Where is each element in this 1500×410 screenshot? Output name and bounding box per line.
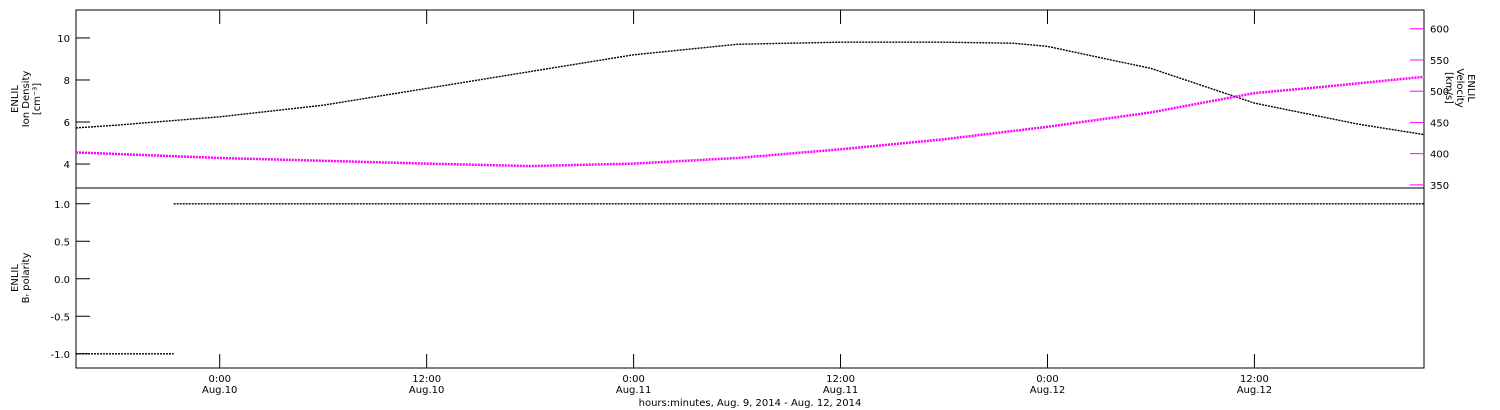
x-tick-label: Aug.11 [616,385,651,396]
x-tick-label: Aug.10 [202,385,237,396]
y-axis-label-line: ENLIL [10,264,21,292]
y2-tick-label: 500 [1430,87,1449,98]
series-line [76,203,1424,355]
y-axis-label-line: ENLIL [10,85,21,113]
y-axis-label-line: Ion Density [21,71,32,128]
x-tick-label: Aug.11 [823,385,858,396]
x-axis-label: hours:minutes, Aug. 9, 2014 - Aug. 12, 2… [639,398,862,409]
y-tick-label: 10 [57,34,70,45]
x-tick-label: Aug.12 [1237,385,1272,396]
x-tick-label: 12:00 [826,374,855,385]
series-line [75,75,1425,168]
x-tick-label: 12:00 [412,374,441,385]
y2-tick-label: 350 [1430,181,1449,192]
y-tick-label: 8 [64,76,70,87]
y-axis-label: ENLILBᵣ polarity [10,253,32,304]
x-tick-label: 12:00 [1240,374,1269,385]
y-axis-label-line: Bᵣ polarity [21,253,32,304]
x-tick-label: Aug.12 [1030,385,1065,396]
series-line [75,41,1425,136]
y-tick-label: 6 [64,118,70,129]
y2-axis-label-line: [km/s] [1443,72,1454,104]
y2-tick-label: 550 [1430,56,1449,67]
y-tick-label: 0.0 [54,275,70,286]
y2-axis-label-line: ENLIL [1465,74,1476,102]
y-tick-label: -1.0 [50,350,70,361]
y2-tick-label: 450 [1430,118,1449,129]
x-tick-label: 0:00 [208,374,230,385]
y-tick-label: 1.0 [54,200,70,211]
x-tick-label: Aug.10 [409,385,444,396]
y-tick-label: 0.5 [54,237,70,248]
y2-tick-label: 400 [1430,150,1449,161]
bottom-panel-frame [75,187,1425,369]
x-tick-label: 0:00 [1036,374,1058,385]
y2-axis-label: ENLILVelocity[km/s] [1443,68,1476,107]
y-tick-label: -0.5 [50,312,70,323]
y-axis-label-line: [cm⁻³] [32,83,43,115]
y2-tick-label: 600 [1430,25,1449,36]
x-tick-label: 0:00 [622,374,644,385]
y-axis-label: ENLILIon Density[cm⁻³] [10,71,43,128]
y2-axis-label-line: Velocity [1454,68,1465,107]
y-tick-label: 4 [64,160,70,171]
